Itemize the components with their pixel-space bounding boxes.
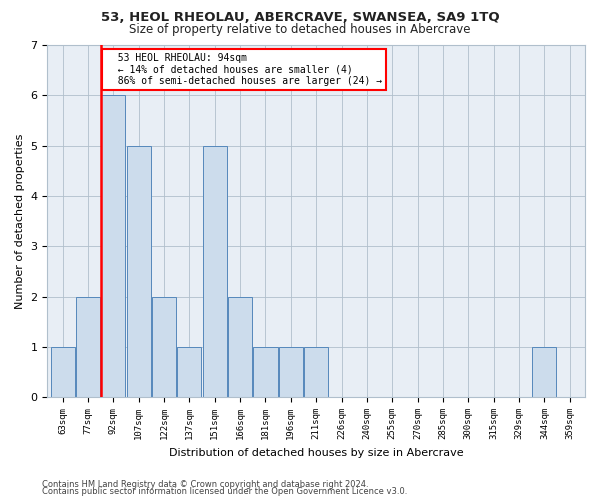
Text: 53, HEOL RHEOLAU, ABERCRAVE, SWANSEA, SA9 1TQ: 53, HEOL RHEOLAU, ABERCRAVE, SWANSEA, SA… [101, 11, 499, 24]
Bar [253, 347, 278, 397]
Bar [304, 347, 328, 397]
Bar [203, 146, 227, 397]
Text: Contains public sector information licensed under the Open Government Licence v3: Contains public sector information licen… [42, 487, 407, 496]
Text: Size of property relative to detached houses in Abercrave: Size of property relative to detached ho… [129, 22, 471, 36]
Y-axis label: Number of detached properties: Number of detached properties [15, 134, 25, 309]
Bar [152, 296, 176, 397]
Bar [101, 96, 125, 397]
Text: Contains HM Land Registry data © Crown copyright and database right 2024.: Contains HM Land Registry data © Crown c… [42, 480, 368, 489]
Bar [178, 347, 202, 397]
X-axis label: Distribution of detached houses by size in Abercrave: Distribution of detached houses by size … [169, 448, 464, 458]
Bar [76, 296, 100, 397]
Bar [228, 296, 252, 397]
Bar [279, 347, 303, 397]
Bar [127, 146, 151, 397]
Bar [532, 347, 556, 397]
Text: 53 HEOL RHEOLAU: 94sqm
  ← 14% of detached houses are smaller (4)
  86% of semi-: 53 HEOL RHEOLAU: 94sqm ← 14% of detached… [106, 52, 382, 86]
Bar [50, 347, 74, 397]
